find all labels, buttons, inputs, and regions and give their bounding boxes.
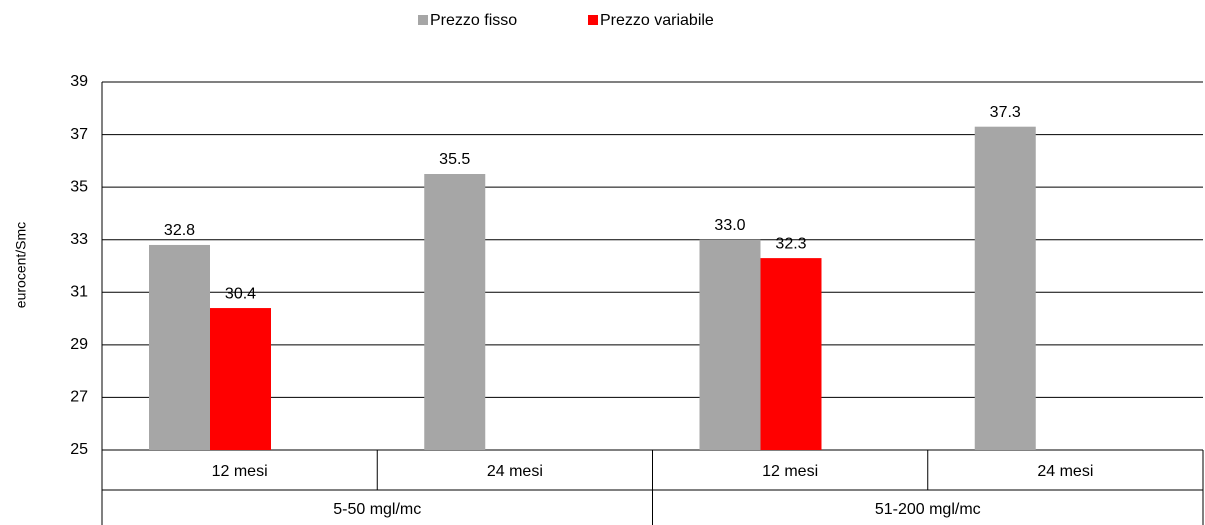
y-tick-label: 39: [70, 73, 88, 90]
data-label: 37.3: [990, 104, 1021, 121]
y-tick-label: 31: [70, 284, 88, 301]
data-label: 30.4: [225, 285, 256, 302]
legend-label: Prezzo variabile: [600, 12, 714, 29]
data-label: 32.8: [164, 222, 195, 239]
y-tick-label: 25: [70, 441, 88, 458]
bar: [699, 239, 761, 450]
y-tick-label: 37: [70, 126, 88, 143]
x-tick-label: 12 mesi: [212, 463, 268, 480]
data-label: 32.3: [775, 235, 806, 252]
bar: [974, 126, 1036, 450]
legend-label: Prezzo fisso: [430, 12, 517, 29]
data-label: 33.0: [714, 217, 745, 234]
y-tick-label: 35: [70, 178, 88, 195]
x-tick-label: 24 mesi: [487, 463, 543, 480]
x-tick-label: 24 mesi: [1037, 463, 1093, 480]
legend-swatch: [588, 15, 598, 25]
bar: [424, 174, 486, 450]
bar: [210, 308, 271, 450]
bar: [760, 258, 822, 450]
y-tick-label: 27: [70, 389, 88, 406]
y-axis-label: eurocent/Smc: [13, 222, 29, 308]
y-tick-label: 33: [70, 231, 88, 248]
bar: [149, 244, 210, 450]
group-label: 5-50 mgl/mc: [333, 501, 421, 518]
legend-swatch: [418, 15, 428, 25]
group-label: 51-200 mgl/mc: [875, 501, 981, 518]
y-tick-label: 29: [70, 336, 88, 353]
data-label: 35.5: [439, 151, 470, 168]
x-tick-label: 12 mesi: [762, 463, 818, 480]
